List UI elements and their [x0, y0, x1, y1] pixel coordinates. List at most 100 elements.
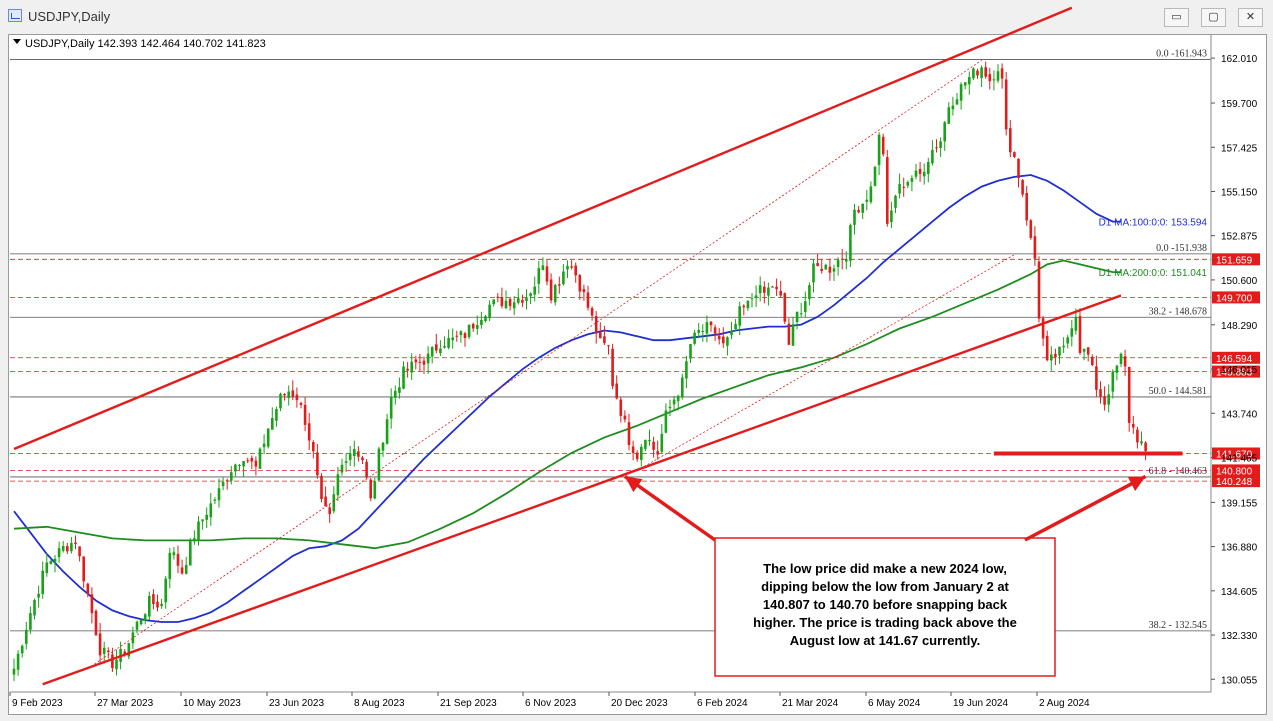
candle-body [574, 265, 577, 276]
candle-body [33, 600, 36, 616]
candle-body [205, 514, 208, 520]
candle-body [586, 292, 590, 308]
candle-body [611, 348, 614, 387]
y-tick-label: 134.605 [1221, 587, 1258, 598]
candle-body [410, 361, 413, 373]
candle-body [959, 84, 963, 101]
candle-body [849, 225, 852, 261]
fib-level-label: 0.0 -151.938 [1156, 243, 1207, 254]
candle-body [443, 346, 446, 348]
candle-body [521, 300, 524, 303]
candle-body [57, 548, 61, 558]
candle-body [779, 290, 782, 296]
candle-body [795, 311, 799, 323]
candle-body [615, 383, 618, 399]
candle-body [340, 464, 344, 473]
dropdown-triangle-icon[interactable] [13, 39, 21, 44]
candle-body [398, 387, 401, 393]
candle-body [652, 441, 655, 450]
candle-body [176, 553, 180, 566]
candle-body [512, 302, 516, 309]
window-title: USDJPY,Daily [28, 9, 111, 24]
candle-body [717, 335, 721, 340]
candle-body [492, 299, 495, 305]
candle-body [422, 360, 426, 365]
candle-body [582, 288, 586, 292]
candle-body [1062, 345, 1065, 348]
x-tick-label: 23 Jun 2023 [269, 698, 324, 709]
candle-body [537, 268, 541, 284]
maximize-button[interactable]: ▢ [1201, 8, 1226, 27]
candle-body [369, 479, 372, 499]
candle-body [115, 659, 118, 670]
candle-body [783, 293, 787, 322]
candle-body [836, 260, 840, 268]
candle-body [635, 452, 639, 460]
candle-body [254, 460, 258, 467]
candle-body [29, 613, 32, 630]
candle-body [972, 68, 975, 79]
moving-average-layer [13, 174, 1121, 623]
candle-body [562, 271, 565, 285]
candle-body [184, 564, 188, 574]
candle-body [451, 337, 454, 341]
candle-body [1127, 366, 1131, 423]
candle-body [566, 265, 569, 270]
price-marker-box [1212, 464, 1260, 477]
candle-body [262, 443, 266, 448]
candle-body [1095, 366, 1098, 390]
candle-body [910, 178, 914, 182]
candle-body [496, 296, 500, 298]
x-tick-label: 21 Sep 2023 [440, 698, 497, 709]
candle-body [828, 266, 832, 273]
price-marker-label: 145.883 [1216, 368, 1253, 379]
price-marker-label: 140.800 [1216, 466, 1253, 477]
fib-level-label: 61.8 - 140.463 [1149, 466, 1207, 477]
candle-body [525, 297, 528, 301]
candle-body [869, 186, 873, 203]
candle-body [357, 451, 360, 457]
candle-body [66, 546, 69, 552]
candle-body [623, 415, 627, 420]
y-tick-label: 162.010 [1221, 54, 1258, 65]
axes-layer: 162.010 159.700 157.425 155.150 152.875 150.6… [9, 35, 1258, 709]
price-marker-box [1212, 475, 1260, 488]
candle-body [951, 105, 955, 110]
candle-body [644, 439, 647, 449]
candle-body [713, 327, 717, 334]
candle-body [180, 567, 184, 574]
candle-body [672, 399, 676, 405]
price-marker-box [1212, 291, 1260, 304]
y-tick-label: 146.015 [1221, 365, 1258, 376]
candle-body [558, 284, 561, 286]
price-marker-label: 146.594 [1216, 354, 1253, 365]
candle-body [730, 330, 733, 336]
price-marker-box [1212, 447, 1260, 460]
candle-body [976, 70, 979, 76]
candle-body [1070, 328, 1074, 337]
candle-body [279, 393, 282, 409]
candle-body [455, 335, 459, 337]
candle-body [549, 279, 553, 301]
candle-body [217, 488, 221, 501]
candle-body [193, 538, 196, 542]
candle-body [49, 561, 53, 564]
candle-body [820, 268, 823, 272]
window-titlebar[interactable]: USDJPY,Daily ▭ ▢ ✕ [0, 0, 1273, 34]
candle-body [258, 448, 262, 469]
candle-body [1132, 424, 1135, 428]
y-tick-label: 159.700 [1221, 99, 1258, 110]
candle-body [78, 546, 81, 557]
trend-layer [13, 6, 1183, 686]
candle-body [283, 394, 286, 396]
minimize-button[interactable]: ▭ [1164, 8, 1189, 27]
candle-body [1045, 335, 1049, 361]
candle-body [1013, 152, 1016, 157]
close-button[interactable]: ✕ [1238, 8, 1263, 27]
x-tick-label: 2 Aug 2024 [1039, 698, 1090, 709]
candle-body [295, 394, 299, 401]
candle-body [763, 286, 766, 293]
candle-body [861, 203, 864, 213]
